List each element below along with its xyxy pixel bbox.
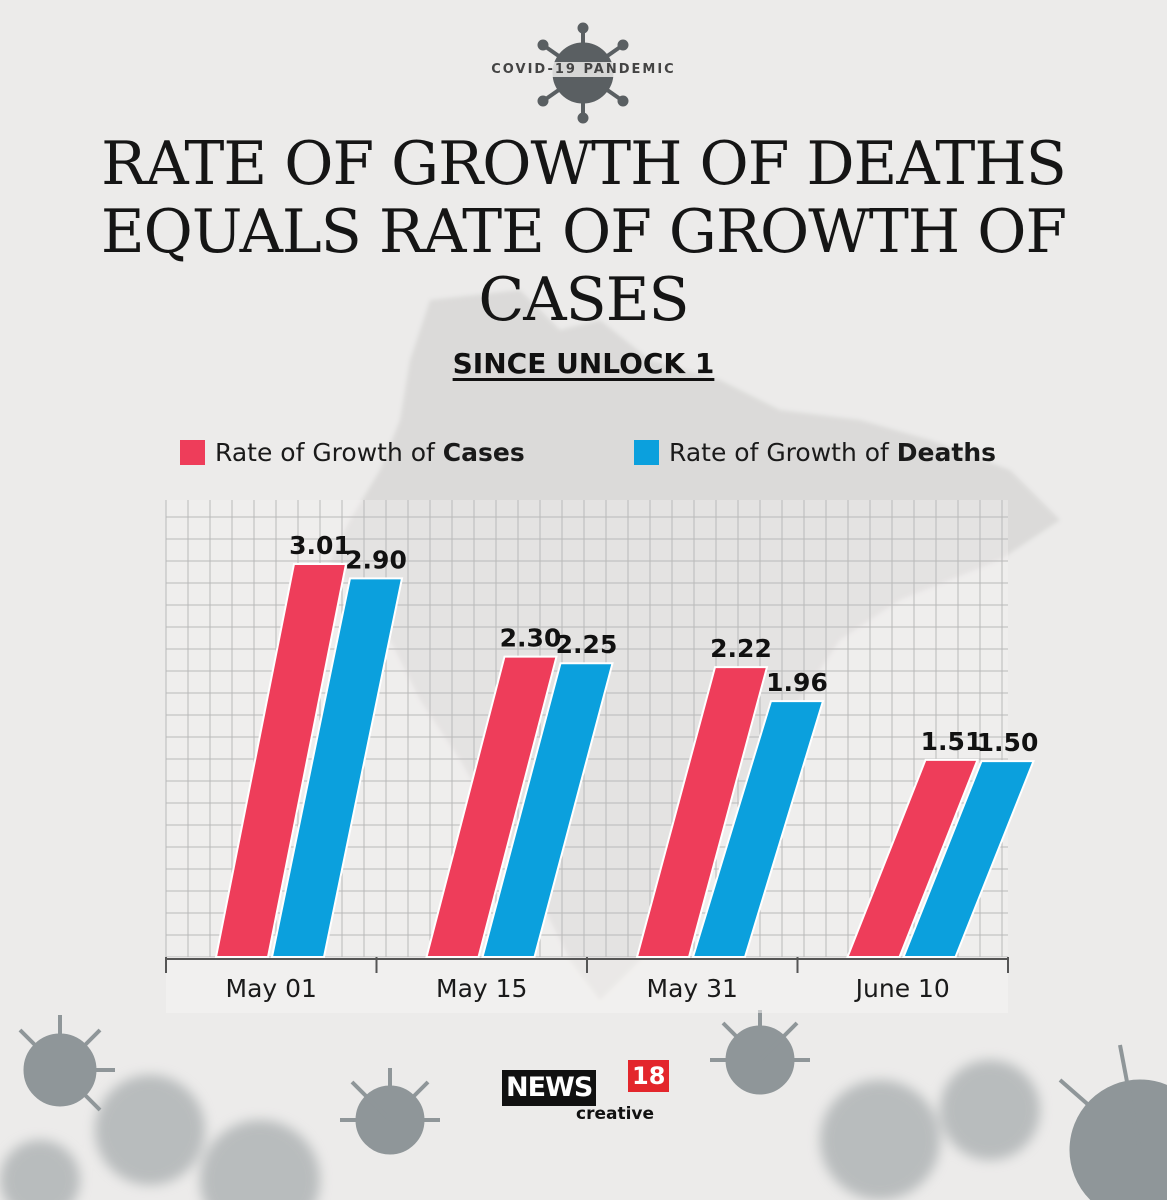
subtitle-text: SINCE UNLOCK 1 bbox=[452, 347, 715, 380]
logo-news: NEWS bbox=[502, 1070, 597, 1106]
x-tick-label: May 01 bbox=[226, 974, 317, 1003]
bar-deaths bbox=[902, 760, 1035, 958]
pandemic-badge: COVID-19 PANDEMIC bbox=[0, 62, 1167, 77]
bar-cases bbox=[425, 655, 558, 958]
bar-deaths bbox=[691, 700, 825, 958]
legend-swatch-cases bbox=[180, 439, 205, 465]
legend-swatch-deaths bbox=[634, 439, 659, 465]
data-label-cases: 2.22 bbox=[710, 634, 772, 663]
page-subtitle: SINCE UNLOCK 1 bbox=[0, 347, 1167, 380]
x-tick-label: May 31 bbox=[647, 974, 738, 1003]
legend-cases: Rate of Growth of Cases bbox=[180, 434, 525, 470]
legend-cases-bold: Cases bbox=[442, 437, 525, 467]
data-label-cases: 2.30 bbox=[500, 624, 562, 653]
legend-deaths-prefix: Rate of Growth of bbox=[669, 437, 897, 467]
news18-logo: NEWS 18 creative bbox=[502, 1060, 672, 1130]
bar-deaths bbox=[270, 577, 404, 958]
bar-cases bbox=[214, 562, 348, 958]
data-label-cases: 3.01 bbox=[289, 531, 351, 560]
logo-number: 18 bbox=[628, 1060, 670, 1092]
x-tick-label: May 15 bbox=[436, 974, 527, 1003]
badge-text: COVID-19 PANDEMIC bbox=[487, 62, 680, 77]
bar-deaths bbox=[481, 662, 614, 958]
data-label-deaths: 1.96 bbox=[766, 668, 828, 697]
legend-cases-prefix: Rate of Growth of bbox=[215, 437, 443, 467]
data-label-cases: 1.51 bbox=[921, 727, 983, 756]
data-label-deaths: 2.25 bbox=[556, 630, 618, 659]
page-title: RATE OF GROWTH OF DEATHS EQUALS RATE OF … bbox=[100, 129, 1067, 335]
bar-cases bbox=[635, 666, 769, 958]
data-label-deaths: 2.90 bbox=[345, 545, 407, 574]
bar-cases bbox=[846, 758, 979, 958]
legend-deaths-bold: Deaths bbox=[896, 437, 997, 467]
x-tick-label: June 10 bbox=[854, 974, 950, 1003]
logo-tagline: creative bbox=[576, 1104, 655, 1124]
legend-deaths: Rate of Growth of Deaths bbox=[634, 434, 996, 470]
data-label-deaths: 1.50 bbox=[977, 728, 1039, 757]
